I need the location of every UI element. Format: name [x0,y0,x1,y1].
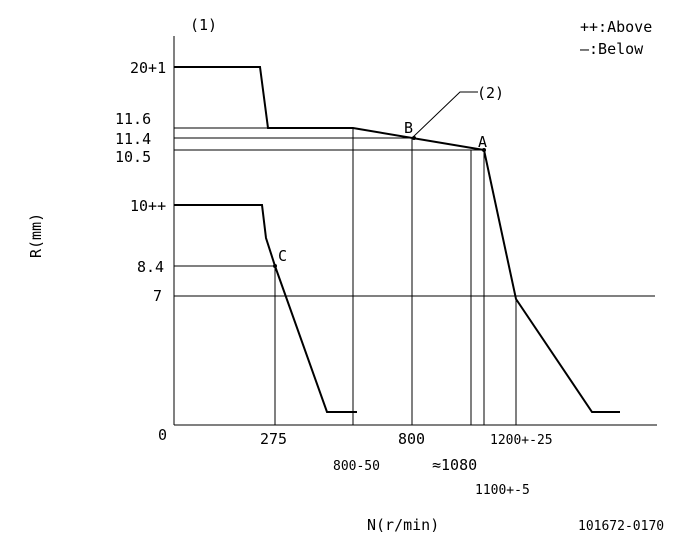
x-tick-275: 275 [260,430,287,448]
legend-below: —:Below [580,40,644,58]
legend-above: ++:Above [580,18,652,36]
marker-1: (1) [190,16,217,34]
y-tick-7: 7 [153,287,162,305]
x-axis-label: N(r/min) [367,516,439,534]
point-b-label: B [404,119,413,137]
figure-code: 101672-0170 [578,519,664,534]
y-tick-20+1: 20+1 [130,59,166,77]
y-tick-10++: 10++ [130,197,166,215]
y-tick-11.4: 11.4 [115,130,151,148]
marker-2-leader [411,91,478,139]
point-c-dot [273,264,277,268]
x-tick-800-50: 800-50 [333,459,380,474]
x-tick-800: 800 [398,430,425,448]
y-tick-11.6: 11.6 [115,110,151,128]
y-tick-8.4: 8.4 [137,258,164,276]
x-tick-1080: ≈1080 [432,456,477,474]
point-a-label: A [478,133,487,151]
lower-curve [174,204,357,413]
y-tick-0: 0 [158,426,167,444]
y-tick-10.5: 10.5 [115,148,151,166]
point-a-dot [482,148,486,152]
x-tick-1200: 1200+-25 [490,433,553,448]
marker-2: (2) [477,84,504,102]
y-axis-label: R(mm) [27,213,45,258]
x-tick-1100: 1100+-5 [475,483,530,498]
point-c-label: C [278,247,287,265]
upper-curve [174,66,620,413]
point-b-dot [412,136,416,140]
